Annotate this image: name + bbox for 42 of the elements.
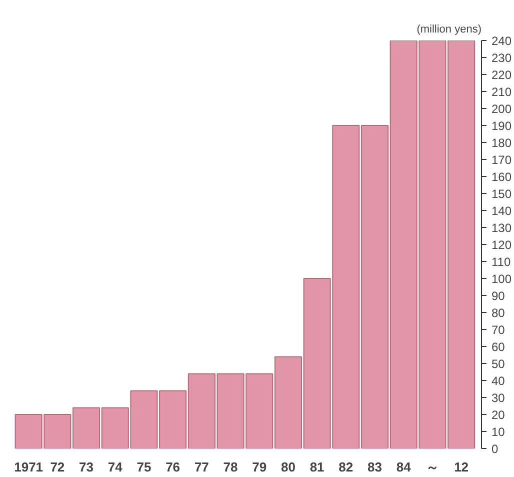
x-tick-label: 74 bbox=[108, 460, 124, 474]
y-axis-title: (million yens) bbox=[416, 24, 482, 36]
y-tick-label: 80 bbox=[492, 306, 506, 320]
x-tick-label: 73 bbox=[79, 460, 94, 474]
x-tick-label: 79 bbox=[252, 460, 267, 474]
y-tick-label: 220 bbox=[492, 68, 512, 82]
y-tick-label: 230 bbox=[492, 51, 512, 65]
x-tick-label: 72 bbox=[50, 460, 65, 474]
y-tick-label: 60 bbox=[492, 340, 506, 354]
y-tick-label: 240 bbox=[492, 34, 512, 48]
y-tick-label: 180 bbox=[492, 136, 512, 150]
x-tick-label: 1971 bbox=[14, 460, 44, 474]
y-tick-label: 90 bbox=[492, 289, 506, 303]
y-tick-label: 40 bbox=[492, 374, 506, 388]
x-tick-label: 12 bbox=[454, 460, 469, 474]
x-tick-label: 78 bbox=[223, 460, 238, 474]
x-tick-label: 83 bbox=[368, 460, 382, 474]
y-tick-label: 10 bbox=[492, 425, 506, 439]
x-tick-label: 81 bbox=[310, 460, 324, 474]
y-tick-label: 200 bbox=[492, 102, 512, 116]
x-tick-label: 84 bbox=[396, 460, 412, 474]
y-tick-label: 0 bbox=[492, 442, 498, 456]
y-tick-label: 210 bbox=[492, 85, 512, 99]
y-tick-label: 130 bbox=[492, 221, 512, 235]
x-tick-label: 76 bbox=[166, 460, 180, 474]
x-tick-label: ～ bbox=[426, 460, 439, 474]
y-tick-label: 30 bbox=[492, 391, 506, 405]
y-tick-label: 150 bbox=[492, 187, 512, 201]
y-tick-label: 70 bbox=[492, 323, 506, 337]
y-tick-label: 160 bbox=[492, 170, 512, 184]
y-tick-label: 140 bbox=[492, 204, 512, 218]
y-tick-label: 170 bbox=[492, 153, 512, 167]
y-tick-label: 50 bbox=[492, 357, 506, 371]
x-tick-label: 82 bbox=[338, 460, 354, 474]
x-tick-label: 77 bbox=[194, 460, 209, 474]
y-tick-label: 190 bbox=[492, 119, 512, 133]
x-tick-label: 75 bbox=[136, 460, 152, 474]
x-tick-label: 80 bbox=[280, 460, 296, 474]
y-tick-label: 100 bbox=[492, 272, 512, 286]
y-tick-label: 110 bbox=[492, 255, 511, 269]
y-tick-label: 120 bbox=[492, 238, 512, 252]
y-tick-label: 20 bbox=[492, 408, 506, 422]
